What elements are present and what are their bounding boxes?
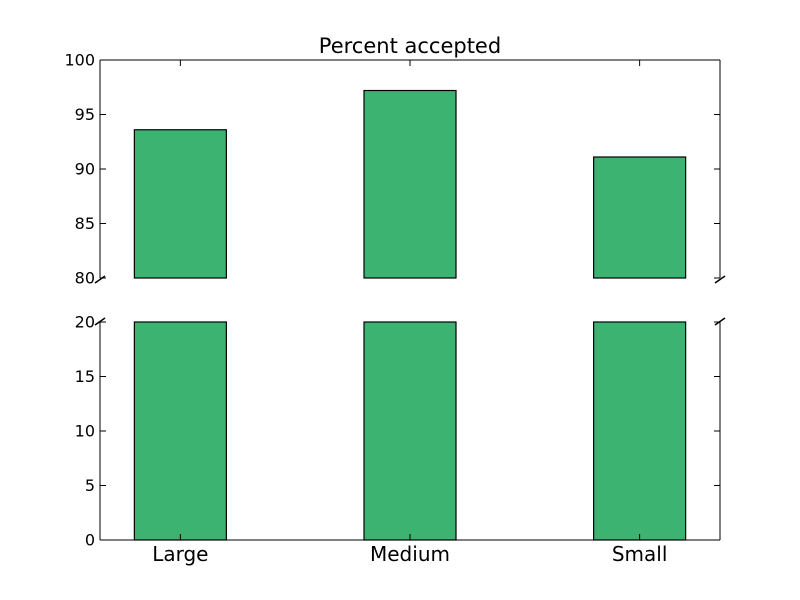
upper-bars xyxy=(133,89,687,279)
bar-lower-medium xyxy=(363,321,457,541)
lower-y-tick-label: 10 xyxy=(75,422,95,441)
lower-axes: 0 5 10 15 20 xyxy=(75,313,721,550)
chart-title: Percent accepted xyxy=(319,34,501,58)
axis-break-marks xyxy=(94,275,726,326)
lower-y-tick-label: 0 xyxy=(85,531,95,550)
lower-bars xyxy=(133,321,687,541)
upper-y-tick-label: 95 xyxy=(75,105,95,124)
bar-lower-large xyxy=(133,321,227,541)
upper-y-tick-label: 85 xyxy=(75,214,95,233)
upper-axes: 80 85 90 95 100 xyxy=(64,51,721,288)
upper-y-tick-label: 100 xyxy=(64,51,95,70)
x-tick-label: Small xyxy=(612,542,668,566)
upper-y-tick-label: 90 xyxy=(75,160,95,179)
x-ticks: Large Medium Small xyxy=(152,60,667,566)
bar-upper-medium xyxy=(363,89,457,279)
x-tick-label: Large xyxy=(152,542,208,566)
lower-y-tick-label: 20 xyxy=(75,313,95,332)
bar-upper-small xyxy=(593,156,687,279)
bar-lower-small xyxy=(593,321,687,541)
lower-y-ticks: 0 5 10 15 20 xyxy=(75,313,720,550)
upper-y-tick-label: 80 xyxy=(75,269,95,288)
upper-y-ticks: 80 85 90 95 100 xyxy=(64,51,720,288)
bar-upper-large xyxy=(133,129,227,279)
x-tick-label: Medium xyxy=(370,542,450,566)
lower-y-tick-label: 15 xyxy=(75,367,95,386)
lower-y-tick-label: 5 xyxy=(85,476,95,495)
